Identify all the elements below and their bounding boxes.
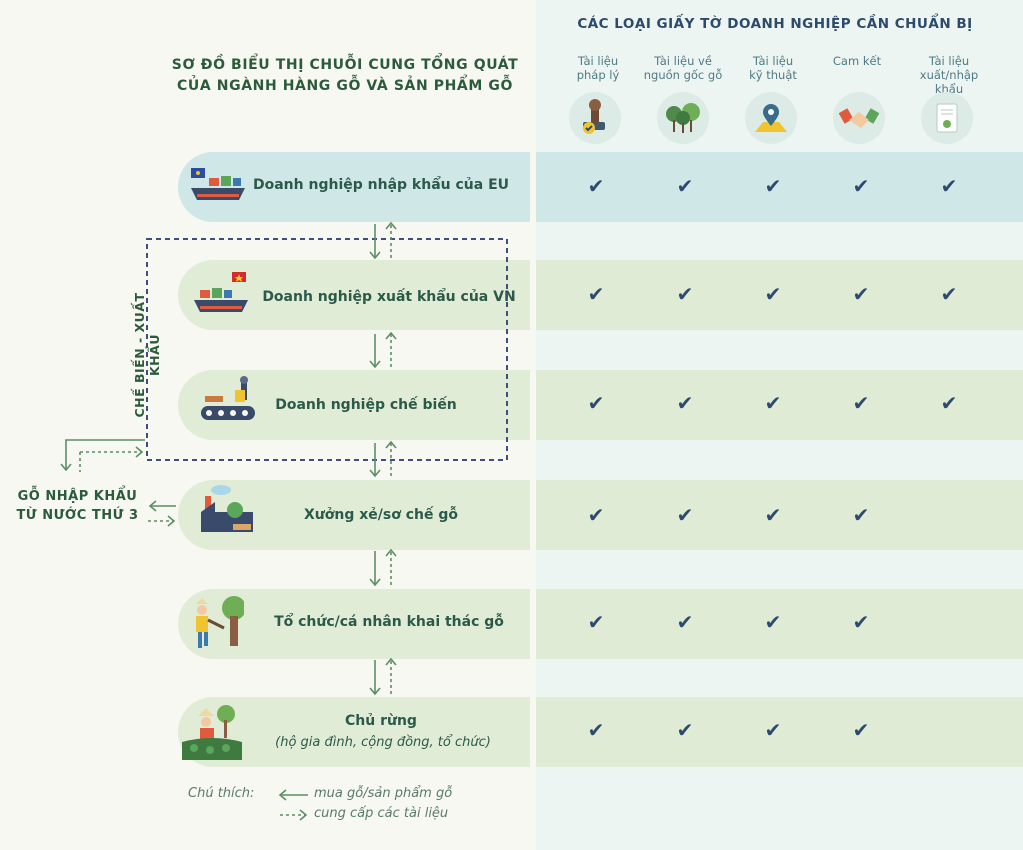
row-band-processor bbox=[536, 370, 1023, 440]
check-icon: ✔ bbox=[676, 610, 694, 634]
processing-export-box bbox=[146, 238, 508, 461]
chain-node-label: Doanh nghiệp nhập khẩu của EU bbox=[253, 177, 509, 193]
check-icon: ✔ bbox=[852, 391, 870, 415]
col-label-legal: Tài liệu pháp lý bbox=[576, 54, 620, 82]
row-band-eu-importer bbox=[536, 152, 1023, 222]
chain-node-eu-importer bbox=[178, 152, 530, 222]
eu-cargo-ship-icon bbox=[187, 158, 251, 214]
third-country-label: GỖ NHẬP KHẨU TỪ NƯỚC THỨ 3 bbox=[16, 489, 139, 523]
check-icon: ✔ bbox=[852, 282, 870, 306]
check-icon: ✔ bbox=[764, 503, 782, 527]
check-icon: ✔ bbox=[587, 391, 605, 415]
chain-node-vn-exporter bbox=[178, 260, 530, 330]
forest-icon bbox=[657, 92, 709, 144]
chain-title: SƠ ĐỒ BIỂU THỊ CHUỖI CUNG TỔNG QUÁT CỦA … bbox=[171, 57, 519, 94]
chain-node-processor bbox=[178, 370, 530, 440]
check-icon: ✔ bbox=[587, 174, 605, 198]
col-label-origin: Tài liệu về nguồn gốc gỗ bbox=[643, 54, 723, 82]
logger-icon bbox=[180, 594, 246, 650]
legend-dashed-label: cung cấp các tài liệu bbox=[314, 806, 449, 821]
check-icon: ✔ bbox=[587, 282, 605, 306]
check-icon: ✔ bbox=[676, 282, 694, 306]
check-icon: ✔ bbox=[764, 391, 782, 415]
row-band-forest-owner bbox=[536, 697, 1023, 767]
col-label-technical: Tài liệu kỹ thuật bbox=[749, 54, 797, 82]
processing-machine-icon bbox=[195, 374, 259, 430]
row-band-sawmill bbox=[536, 480, 1023, 550]
documents-title: CÁC LOẠI GIẤY TỜ DOANH NGHIỆP CẦN CHUẨN … bbox=[577, 16, 973, 32]
chain-node-label: Chủ rừng bbox=[345, 713, 417, 729]
vn-cargo-ship-icon bbox=[190, 268, 254, 324]
check-icon: ✔ bbox=[940, 391, 958, 415]
check-icon: ✔ bbox=[587, 503, 605, 527]
chain-node-label: Doanh nghiệp chế biến bbox=[275, 397, 457, 413]
check-icon: ✔ bbox=[764, 718, 782, 742]
check-icon: ✔ bbox=[676, 391, 694, 415]
check-icon: ✔ bbox=[676, 503, 694, 527]
legal-stamp-icon bbox=[569, 92, 621, 144]
document-icon bbox=[921, 92, 973, 144]
check-icon: ✔ bbox=[852, 174, 870, 198]
row-band-logger bbox=[536, 589, 1023, 659]
chain-node-label: Doanh nghiệp xuất khẩu của VN bbox=[262, 289, 516, 305]
check-icon: ✔ bbox=[852, 610, 870, 634]
check-icon: ✔ bbox=[852, 503, 870, 527]
check-icon: ✔ bbox=[764, 610, 782, 634]
chain-node-label: Xưởng xẻ/sơ chế gỗ bbox=[304, 507, 458, 523]
forest-owner-icon bbox=[180, 700, 244, 760]
legend-solid-label: mua gỗ/sản phẩm gỗ bbox=[314, 786, 453, 801]
legend-title: Chú thích: bbox=[188, 786, 255, 801]
check-icon: ✔ bbox=[676, 718, 694, 742]
check-icon: ✔ bbox=[852, 718, 870, 742]
processing-export-label: CHẾ BIẾN - XUẤT KHẨU bbox=[132, 292, 162, 418]
check-icon: ✔ bbox=[940, 174, 958, 198]
col-label-commitment: Cam kết bbox=[832, 54, 882, 68]
check-icon: ✔ bbox=[587, 718, 605, 742]
location-map-icon bbox=[745, 92, 797, 144]
check-icon: ✔ bbox=[764, 174, 782, 198]
chain-node-sublabel: (hộ gia đình, cộng đồng, tổ chức) bbox=[275, 735, 491, 750]
row-band-vn-exporter bbox=[536, 260, 1023, 330]
check-icon: ✔ bbox=[940, 282, 958, 306]
sawmill-icon bbox=[195, 484, 259, 540]
chain-node-label: Tổ chức/cá nhân khai thác gỗ bbox=[274, 614, 504, 630]
check-icon: ✔ bbox=[676, 174, 694, 198]
handshake-icon bbox=[833, 92, 885, 144]
check-icon: ✔ bbox=[587, 610, 605, 634]
check-icon: ✔ bbox=[764, 282, 782, 306]
